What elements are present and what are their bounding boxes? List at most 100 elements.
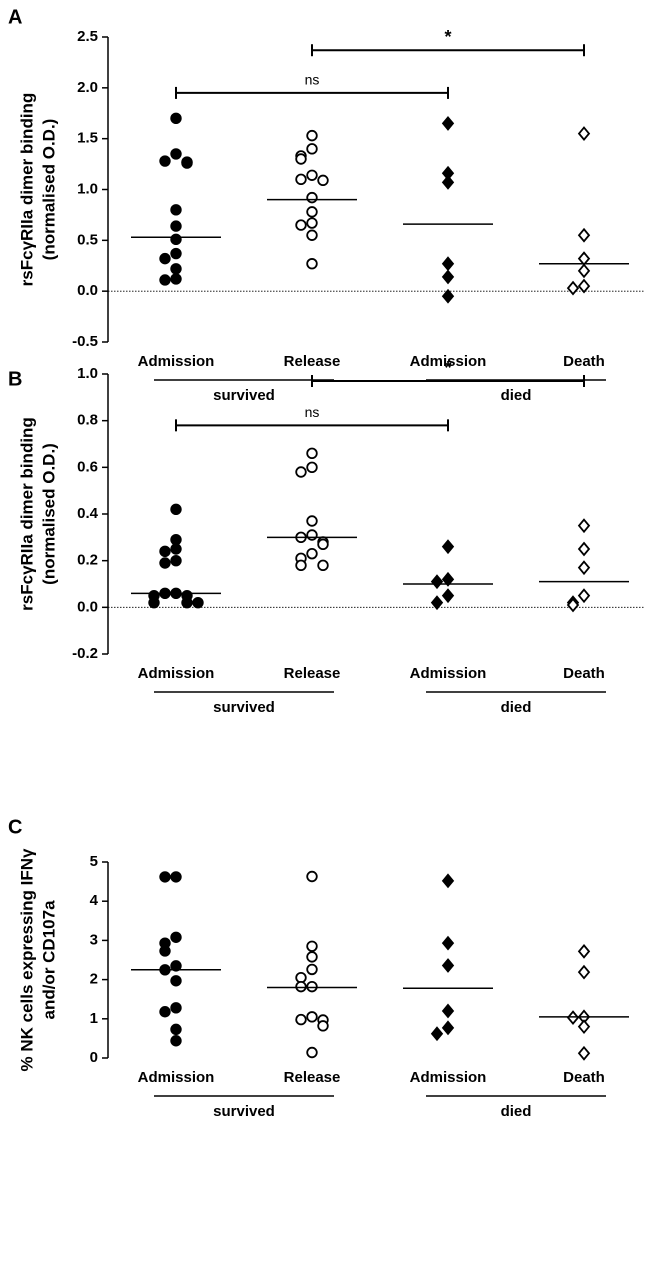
y-tick-label: 2.0 (77, 79, 98, 96)
data-point (577, 518, 591, 534)
data-point (170, 931, 182, 943)
data-point (577, 251, 591, 267)
data-point (577, 943, 591, 959)
data-point (295, 980, 307, 993)
data-point (306, 191, 318, 204)
data-point (306, 980, 318, 993)
x-tick-label: Admission (138, 1069, 215, 1086)
data-point (306, 258, 318, 270)
panel-label: A (8, 6, 22, 28)
data-point (441, 935, 455, 951)
data-point (159, 871, 171, 883)
data-point (441, 116, 455, 131)
data-point (441, 539, 455, 555)
data-point (306, 951, 318, 963)
x-tick-label: Admission (410, 665, 487, 682)
y-axis-label: % NK cells expressing IFNγ (17, 848, 36, 1072)
data-point (170, 263, 182, 275)
y-tick-label: 4 (90, 892, 99, 909)
data-point (306, 461, 318, 474)
data-point (192, 596, 204, 609)
y-axis-label: rsFcγRIIa dimer binding (17, 93, 36, 287)
data-point (441, 873, 455, 889)
data-point (170, 960, 182, 972)
data-point (441, 256, 455, 272)
data-point (295, 173, 307, 186)
data-point (295, 559, 307, 572)
y-tick-label: 0 (90, 1049, 98, 1066)
data-point (566, 280, 580, 296)
data-point (317, 538, 329, 551)
y-axis-label: (normalised O.D.) (39, 119, 58, 261)
data-point (148, 596, 160, 609)
x-tick-label: Admission (410, 1069, 487, 1086)
data-point (317, 1020, 329, 1032)
y-tick-label: 1.0 (77, 365, 98, 382)
x-tick-label: Admission (138, 353, 215, 370)
significance-label: ns (305, 72, 320, 88)
data-point (306, 870, 318, 883)
data-point (170, 1023, 182, 1036)
significance-label: ns (305, 404, 320, 420)
y-tick-label: 0.4 (77, 505, 99, 522)
data-point (159, 1006, 171, 1018)
data-point (306, 547, 318, 560)
x-tick-label: Release (284, 353, 341, 370)
data-point (577, 588, 591, 604)
y-tick-label: 0.5 (77, 231, 98, 248)
data-point (577, 560, 591, 576)
data-point (159, 274, 171, 286)
data-point (170, 871, 182, 883)
y-tick-label: 1 (90, 1010, 98, 1027)
y-axis-label: (normalised O.D.) (39, 443, 58, 585)
data-point (295, 1013, 307, 1026)
x-tick-label: Release (284, 665, 341, 682)
data-point (306, 963, 318, 976)
data-point (170, 247, 182, 260)
data-point (441, 571, 455, 587)
data-point (441, 958, 455, 973)
data-point (317, 559, 329, 572)
group-label: survived (213, 1103, 275, 1120)
data-point (430, 595, 444, 611)
y-tick-label: -0.5 (72, 333, 98, 350)
group-label: survived (213, 387, 275, 404)
group-label: died (501, 387, 532, 404)
data-point (159, 545, 171, 558)
y-axis-label: and/or CD107a (39, 900, 58, 1020)
data-point (170, 204, 182, 216)
x-tick-label: Death (563, 1069, 605, 1086)
data-point (577, 278, 591, 294)
panel-label: C (8, 816, 22, 838)
data-point (306, 1011, 318, 1023)
data-point (577, 126, 591, 141)
data-point (170, 503, 182, 516)
x-tick-label: Release (284, 1069, 341, 1086)
data-point (181, 157, 193, 169)
y-tick-label: 1.0 (77, 180, 98, 197)
data-point (170, 273, 182, 285)
y-tick-label: 0.6 (77, 458, 98, 475)
y-tick-label: 0.0 (77, 598, 98, 615)
data-point (441, 269, 455, 285)
data-point (566, 1010, 580, 1026)
data-point (170, 543, 182, 555)
data-point (441, 174, 455, 190)
data-point (441, 1020, 455, 1036)
y-tick-label: -0.2 (72, 645, 98, 662)
data-point (306, 143, 318, 155)
data-point (306, 515, 318, 527)
data-point (566, 597, 580, 613)
data-point (295, 153, 307, 165)
group-label: died (501, 699, 532, 716)
data-point (295, 219, 307, 231)
y-tick-label: 0.0 (77, 282, 98, 299)
y-tick-label: 2.5 (77, 28, 98, 45)
data-point (441, 588, 455, 604)
group-label: survived (213, 699, 275, 716)
data-point (306, 206, 318, 218)
data-point (306, 169, 318, 181)
data-point (159, 557, 171, 569)
data-point (170, 533, 182, 546)
data-point (306, 217, 318, 229)
